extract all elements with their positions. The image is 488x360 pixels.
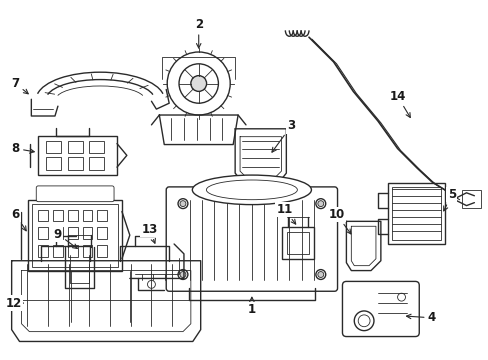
Circle shape bbox=[190, 76, 206, 91]
Text: 9: 9 bbox=[54, 228, 77, 248]
Bar bbox=[387, 183, 444, 244]
Bar bbox=[68, 245, 78, 257]
Circle shape bbox=[179, 64, 218, 103]
Circle shape bbox=[147, 280, 155, 288]
Bar bbox=[461, 190, 480, 208]
Circle shape bbox=[315, 199, 325, 208]
Circle shape bbox=[397, 293, 405, 301]
Bar bbox=[46, 141, 61, 153]
Bar bbox=[82, 210, 92, 221]
Bar bbox=[38, 227, 48, 239]
Text: 8: 8 bbox=[11, 142, 34, 155]
Bar bbox=[391, 187, 440, 240]
Bar bbox=[82, 227, 92, 239]
Circle shape bbox=[180, 271, 185, 278]
Bar bbox=[38, 136, 117, 175]
FancyBboxPatch shape bbox=[166, 187, 337, 291]
Bar bbox=[28, 200, 122, 271]
Text: 11: 11 bbox=[276, 203, 295, 224]
Bar bbox=[38, 245, 48, 257]
Text: 2: 2 bbox=[194, 18, 203, 48]
Circle shape bbox=[180, 201, 185, 207]
Bar bbox=[89, 141, 104, 153]
FancyBboxPatch shape bbox=[36, 186, 114, 202]
Text: 6: 6 bbox=[11, 208, 26, 231]
Bar bbox=[287, 232, 308, 254]
Bar bbox=[53, 245, 63, 257]
FancyBboxPatch shape bbox=[342, 282, 418, 337]
Circle shape bbox=[178, 270, 187, 279]
Bar bbox=[68, 157, 82, 170]
Bar bbox=[82, 245, 92, 257]
Text: 4: 4 bbox=[406, 311, 435, 324]
Text: 7: 7 bbox=[12, 77, 28, 94]
Text: 13: 13 bbox=[141, 223, 157, 243]
Bar bbox=[89, 157, 104, 170]
Text: 1: 1 bbox=[247, 297, 255, 316]
Circle shape bbox=[358, 315, 369, 327]
Text: 5: 5 bbox=[443, 188, 455, 211]
Bar bbox=[282, 227, 313, 259]
Circle shape bbox=[178, 199, 187, 208]
Bar bbox=[46, 157, 61, 170]
Circle shape bbox=[167, 52, 230, 115]
Ellipse shape bbox=[192, 175, 311, 204]
Bar bbox=[97, 227, 107, 239]
Text: 10: 10 bbox=[328, 208, 350, 234]
Circle shape bbox=[317, 271, 323, 278]
Text: 12: 12 bbox=[5, 297, 23, 310]
Circle shape bbox=[353, 311, 373, 330]
Bar bbox=[68, 210, 78, 221]
Ellipse shape bbox=[206, 180, 297, 200]
Bar bbox=[53, 227, 63, 239]
Bar bbox=[53, 210, 63, 221]
Bar bbox=[32, 204, 118, 267]
Bar bbox=[38, 210, 48, 221]
Text: 3: 3 bbox=[271, 120, 295, 152]
Circle shape bbox=[315, 270, 325, 279]
Circle shape bbox=[317, 201, 323, 207]
Bar bbox=[97, 210, 107, 221]
Bar bbox=[97, 245, 107, 257]
Bar bbox=[68, 141, 82, 153]
Bar bbox=[68, 227, 78, 239]
Text: 14: 14 bbox=[388, 90, 409, 117]
